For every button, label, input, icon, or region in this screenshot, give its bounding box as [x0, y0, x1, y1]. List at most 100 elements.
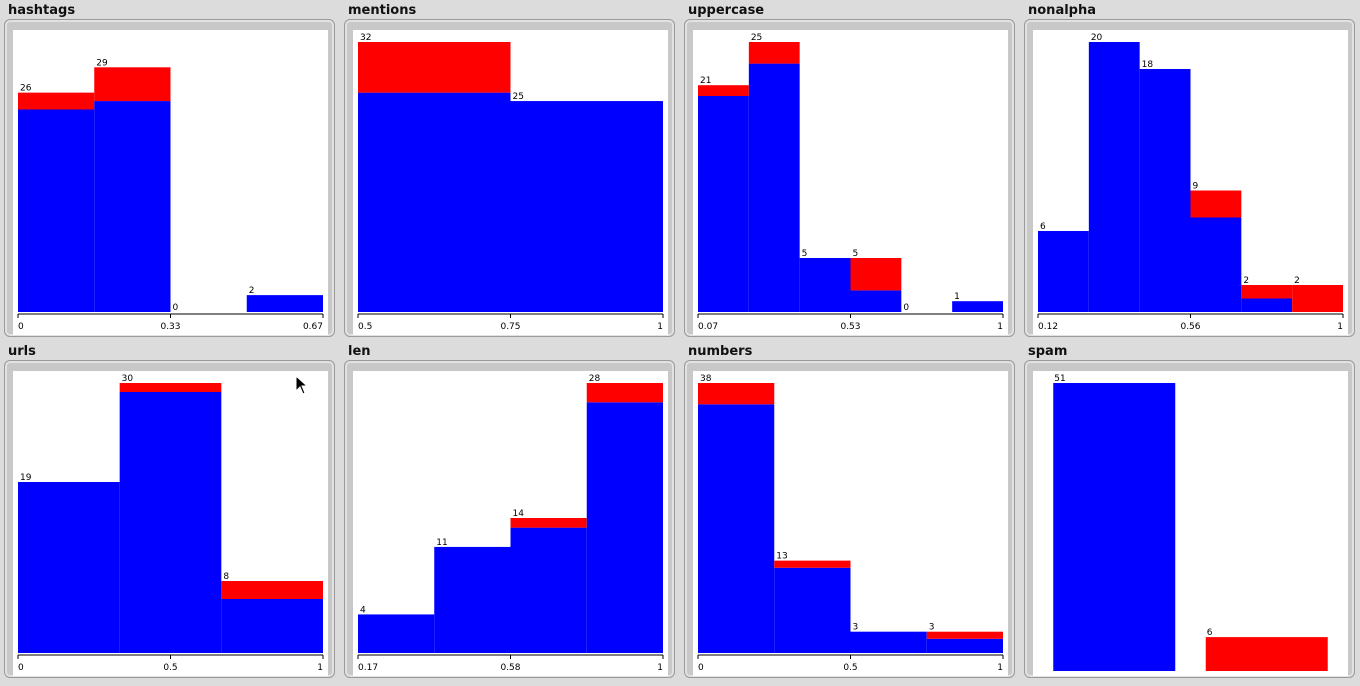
chart-plot: 51 6: [1033, 371, 1348, 676]
x-tick-label-0: 0: [18, 322, 24, 332]
bar-blue-0: [698, 96, 749, 312]
bar-red-3: [926, 631, 1003, 639]
bar-label-3: 28: [589, 374, 601, 384]
bar-label-1: 6: [1207, 628, 1213, 638]
bar-label-1: 25: [513, 92, 524, 102]
bar-label-1: 13: [776, 552, 787, 562]
x-tick-label-2: 1: [1337, 322, 1343, 332]
histogram-spam: spam 51 6: [1020, 341, 1360, 682]
bar-red-3: [850, 258, 902, 291]
bar-label-0: 21: [700, 76, 711, 86]
histogram-hashtags: hashtags 26 29 0 2 0 0.33 0.67: [0, 0, 340, 341]
bar-1: [1205, 637, 1328, 671]
bar-label-2: 3: [853, 623, 859, 633]
bar-label-0: 19: [20, 473, 32, 483]
x-tick-label-1: 0.33: [160, 322, 180, 332]
bar-label-0: 4: [360, 605, 366, 615]
bar-blue-0: [1038, 231, 1089, 312]
bar-red-0: [358, 42, 511, 93]
bar-red-2: [221, 581, 323, 599]
chart-title: numbers: [688, 344, 753, 359]
x-tick-label-2: 1: [997, 663, 1003, 673]
x-tick-label-1: 0.53: [840, 322, 860, 332]
histogram-len: len 4 11 14 28 0.17 0.58 1: [340, 341, 680, 682]
bar-blue-1: [1088, 42, 1140, 312]
chart-plot: 21 25 5 5 0 1 0.07 0.53 1: [693, 30, 1008, 335]
bar-blue-1: [774, 567, 851, 653]
bar-0: [1053, 383, 1176, 671]
bar-blue-0: [18, 109, 95, 312]
x-tick-label-0: 0.07: [698, 322, 718, 332]
chart-plot: 38 13 3 3 0 0.5 1: [693, 371, 1008, 676]
x-tick-label-2: 1: [657, 663, 663, 673]
x-tick-label-2: 0.67: [303, 322, 323, 332]
x-tick-label-2: 1: [657, 322, 663, 332]
bar-red-3: [586, 383, 663, 403]
bar-label-5: 2: [1294, 276, 1300, 286]
bar-blue-0: [18, 482, 120, 653]
bar-red-1: [748, 42, 800, 64]
bar-blue-3: [926, 638, 1003, 653]
mouse-cursor-icon: [295, 375, 309, 395]
bar-red-1: [774, 560, 851, 568]
x-tick-label-1: 0.5: [843, 663, 857, 673]
bar-label-2: 8: [223, 572, 229, 582]
bar-red-5: [1292, 285, 1343, 312]
x-tick-label-2: 1: [997, 322, 1003, 332]
bar-label-3: 5: [853, 249, 859, 259]
bar-blue-2: [1139, 69, 1191, 312]
bar-label-1: 20: [1091, 33, 1103, 43]
bar-label-3: 3: [929, 623, 935, 633]
chart-plot: 6 20 18 9 2 2 0.12 0.56 1: [1033, 30, 1348, 335]
bar-label-2: 18: [1142, 60, 1154, 70]
chart-title: uppercase: [688, 3, 765, 18]
bar-label-5: 1: [954, 292, 960, 302]
chart-plot: 4 11 14 28 0.17 0.58 1: [353, 371, 668, 676]
x-tick-label-1: 0.5: [163, 663, 177, 673]
chart-plot: 32 25 0.5 0.75 1: [353, 30, 668, 335]
x-tick-label-1: 0.75: [500, 322, 520, 332]
histogram-urls: urls 19 30 8 0 0.5 1: [0, 341, 340, 682]
bar-blue-1: [434, 546, 511, 653]
bar-red-4: [1241, 285, 1293, 299]
bar-label-3: 9: [1193, 182, 1199, 192]
bar-blue-3: [850, 290, 902, 312]
bar-label-0: 51: [1054, 374, 1065, 384]
chart-title: mentions: [348, 3, 417, 18]
x-tick-label-0: 0: [18, 663, 24, 673]
bar-blue-1: [510, 101, 663, 312]
bar-blue-0: [358, 614, 435, 653]
bar-label-0: 6: [1040, 222, 1046, 232]
x-tick-label-1: 0.56: [1180, 322, 1200, 332]
chart-title: urls: [8, 344, 36, 359]
bar-blue-3: [586, 402, 663, 653]
bar-blue-2: [221, 599, 323, 653]
bar-label-1: 29: [96, 58, 108, 68]
x-tick-label-0: 0: [698, 663, 704, 673]
bar-red-0: [698, 85, 749, 96]
bar-red-0: [698, 383, 775, 405]
histogram-mentions: mentions 32 25 0.5 0.75 1: [340, 0, 680, 341]
bar-red-1: [94, 67, 171, 102]
chart-plot: 26 29 0 2 0 0.33 0.67: [13, 30, 328, 335]
x-tick-label-0: 0.17: [358, 663, 378, 673]
bar-label-4: 2: [1243, 276, 1249, 286]
bar-blue-4: [1241, 298, 1293, 312]
bar-red-0: [18, 92, 95, 110]
bar-label-3: 2: [249, 286, 255, 296]
bar-red-2: [510, 518, 587, 528]
bar-blue-1: [119, 392, 222, 653]
bar-blue-2: [799, 258, 851, 312]
bar-red-3: [1190, 190, 1242, 218]
bar-blue-0: [698, 404, 775, 653]
x-tick-label-0: 0.12: [1038, 322, 1058, 332]
histogram-nonalpha: nonalpha 6 20 18 9 2 2 0.12 0.56 1: [1020, 0, 1360, 341]
bar-label-1: 25: [751, 33, 762, 43]
bar-blue-2: [510, 527, 587, 653]
bar-blue-3: [1190, 217, 1242, 312]
chart-title: spam: [1028, 344, 1068, 359]
histogram-numbers: numbers 38 13 3 3 0 0.5 1: [680, 341, 1020, 682]
chart-title: hashtags: [8, 3, 76, 18]
bar-label-0: 26: [20, 84, 32, 94]
